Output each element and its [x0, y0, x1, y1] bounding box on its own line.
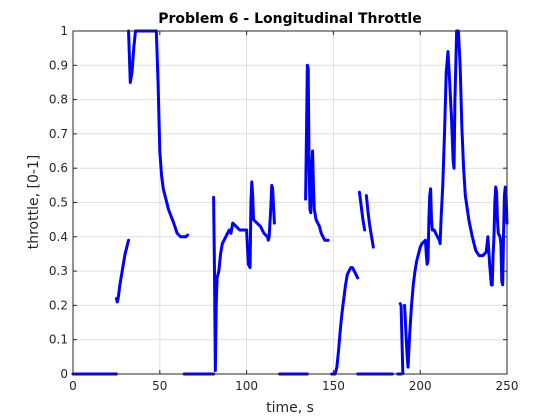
y-tick-label: 0.2 [49, 298, 68, 312]
y-tick-label: 0 [60, 367, 68, 381]
x-axis-label: time, s [266, 400, 314, 416]
throttle-line-segment-13 [398, 302, 405, 376]
throttle-line-segment-9 [357, 190, 367, 232]
x-tick-label: 150 [322, 379, 345, 393]
y-tick-label: 1 [60, 24, 68, 38]
y-tick-label: 0.9 [49, 58, 68, 72]
tick-layer: 0 50 100 150 200 250 0 0.1 0.2 0.3 0.4 0.5 0.6 0.7 0.8… [49, 24, 519, 393]
chart-title: Problem 6 - Longitudinal Throttle [158, 11, 421, 27]
x-tick-label: 250 [496, 379, 519, 393]
grid-layer [73, 31, 507, 374]
y-tick-label: 0.1 [49, 333, 68, 347]
throttle-line-segment-4 [212, 180, 276, 373]
throttle-line-segment-10 [364, 194, 375, 249]
throttle-line-segment-2 [127, 29, 190, 239]
throttle-line-segment-1 [114, 238, 131, 304]
throttle-line-segment-7 [330, 266, 360, 376]
y-tick-label: 0.7 [49, 127, 68, 141]
y-axis-label: throttle, [0-1] [26, 155, 42, 250]
throttle-line-segment-6 [304, 63, 330, 242]
x-tick-label: 50 [152, 379, 167, 393]
x-tick-label: 100 [235, 379, 258, 393]
y-tick-label: 0.3 [49, 264, 68, 278]
x-tick-label: 200 [409, 379, 432, 393]
y-tick-label: 0.4 [49, 230, 68, 244]
x-tick-label: 0 [69, 379, 77, 393]
y-tick-label: 0.5 [49, 196, 68, 210]
y-tick-label: 0.6 [49, 161, 68, 175]
y-tick-label: 0.8 [49, 93, 68, 107]
throttle-line-segment-14 [403, 29, 509, 369]
